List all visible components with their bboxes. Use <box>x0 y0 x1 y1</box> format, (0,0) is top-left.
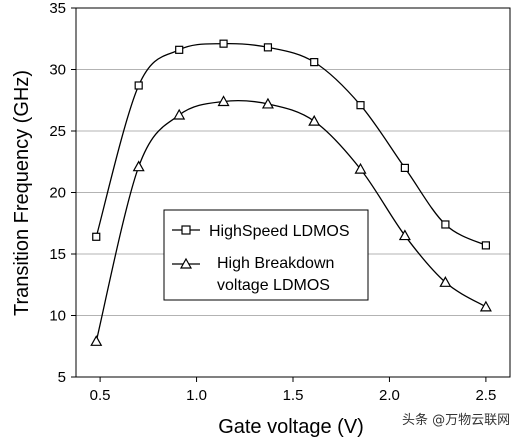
y-axis-ticks: 5 10 15 20 25 30 35 <box>49 0 76 386</box>
data-point-triangle <box>261 97 274 109</box>
data-point-triangle <box>398 229 411 241</box>
data-point-square <box>310 58 319 67</box>
x-tick-label: 1.5 <box>283 387 304 404</box>
data-point-triangle <box>90 335 103 346</box>
legend: HighSpeed LDMOS High Breakdown voltage L… <box>163 209 369 301</box>
x-tick-label: 2.5 <box>475 387 496 404</box>
legend-label-highspeed: HighSpeed LDMOS <box>209 223 350 240</box>
data-point-square <box>92 232 101 241</box>
legend-marker-square <box>181 225 191 235</box>
data-point-triangle <box>354 162 367 174</box>
data-point-square <box>134 81 143 90</box>
legend-marker-triangle <box>179 257 193 269</box>
data-point-square <box>400 163 409 172</box>
data-point-square <box>175 45 184 54</box>
data-point-triangle <box>217 95 230 107</box>
watermark: 头条 @万物云联网 <box>402 412 510 428</box>
data-point-triangle <box>479 300 492 312</box>
data-point-triangle <box>439 276 452 287</box>
data-point-square <box>481 241 490 250</box>
x-tick-label: 1.0 <box>186 387 207 404</box>
series-group <box>90 39 492 346</box>
x-axis-label: Gate voltage (V) <box>218 416 364 438</box>
x-tick-label: 0.5 <box>90 387 111 404</box>
x-tick-label: 2.0 <box>379 387 400 404</box>
y-axis-label: Transition Frequency (GHz) <box>11 70 33 316</box>
y-tick-label: 15 <box>49 246 66 263</box>
legend-box <box>163 209 369 301</box>
y-tick-label: 35 <box>49 0 66 17</box>
y-tick-label: 20 <box>49 185 66 202</box>
data-point-square <box>219 39 228 48</box>
y-tick-label: 25 <box>49 123 66 140</box>
data-point-square <box>263 43 273 52</box>
legend-label-highbreakdown-line2: voltage LDMOS <box>217 277 330 294</box>
y-tick-label: 30 <box>49 62 66 79</box>
data-point-triangle <box>173 108 186 120</box>
data-point-square <box>441 220 450 229</box>
legend-label-highbreakdown-line1: High Breakdown <box>217 255 334 272</box>
data-point-triangle <box>308 114 321 126</box>
data-point-triangle <box>132 160 145 172</box>
x-axis-ticks: 0.5 1.0 1.5 2.0 2.5 <box>90 377 496 404</box>
y-tick-label: 5 <box>58 369 66 386</box>
y-tick-label: 10 <box>49 308 66 325</box>
data-point-square <box>356 101 365 110</box>
